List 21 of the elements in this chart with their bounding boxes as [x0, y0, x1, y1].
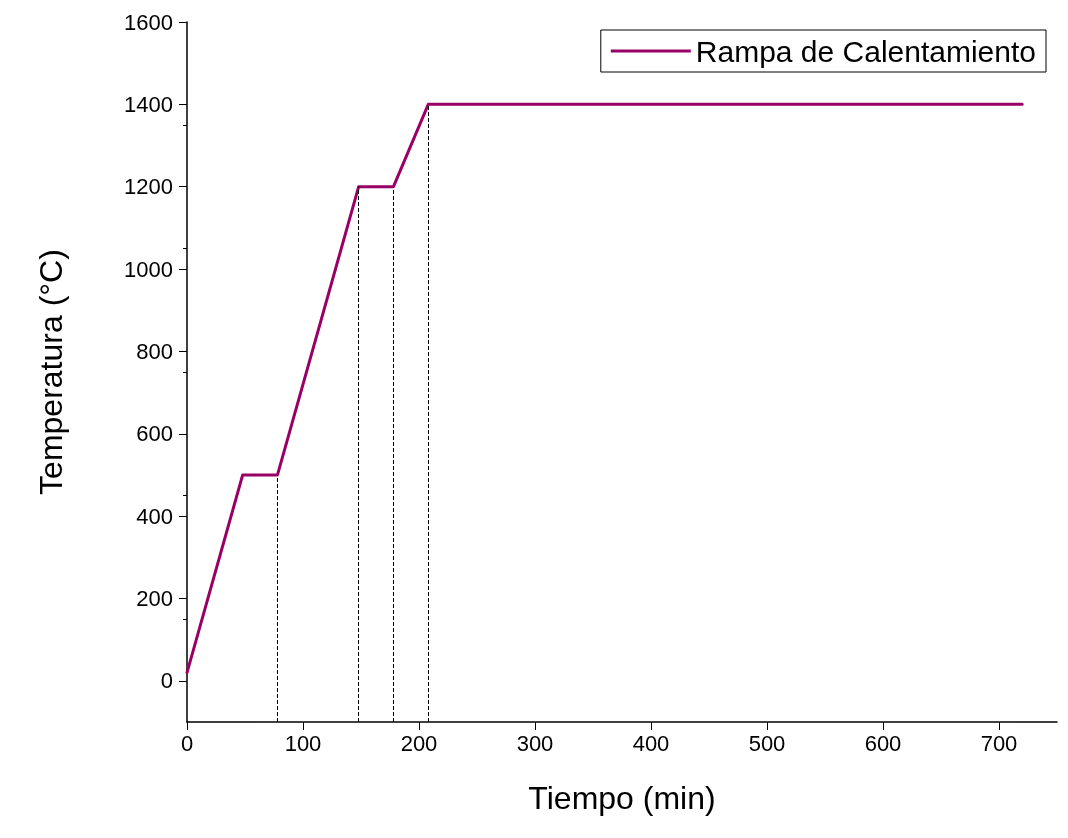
- x-tick-label: 700: [980, 730, 1018, 756]
- x-axis-title: Tiempo (min): [528, 780, 716, 816]
- x-tick-label: 600: [864, 730, 902, 756]
- x-tick-label: 100: [284, 730, 322, 756]
- legend-label: Rampa de Calentamiento: [695, 34, 1037, 68]
- y-tick-label: 1400: [124, 91, 173, 117]
- x-tick-label: 400: [632, 730, 670, 756]
- x-tick-label: 500: [748, 730, 786, 756]
- y-tick-label: 400: [136, 503, 173, 529]
- y-tick-label: 0: [160, 668, 173, 694]
- y-axis-title: Temperatura (°C): [33, 249, 69, 495]
- y-tick-label: 1200: [124, 174, 173, 200]
- y-tick-label: 800: [136, 338, 173, 364]
- x-tick-label: 300: [516, 730, 554, 756]
- y-tick-label: 1000: [124, 256, 173, 282]
- y-tick-label: 1600: [124, 9, 173, 35]
- y-tick-label: 200: [136, 585, 173, 611]
- y-tick-label: 600: [136, 421, 173, 447]
- x-tick-label: 200: [400, 730, 438, 756]
- x-tick-label: 0: [180, 730, 194, 756]
- line-series: [185, 102, 1024, 675]
